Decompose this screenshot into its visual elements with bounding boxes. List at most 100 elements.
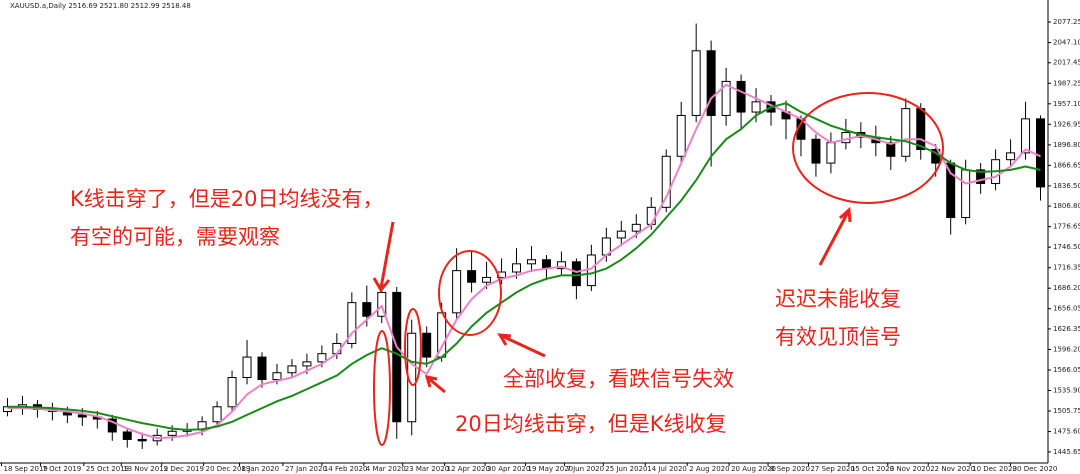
candle-body: [452, 270, 462, 314]
moving-average: [7, 83, 1041, 440]
ellipse: [438, 250, 502, 336]
annotation: 20日均线击穿，但是K线收复: [455, 412, 727, 436]
candle-body: [901, 108, 911, 157]
y-tick-label: 1535.90: [1053, 387, 1080, 395]
candle-body: [77, 414, 87, 418]
candle-body: [631, 223, 641, 232]
candle-body: [2, 406, 12, 413]
x-tick-label: 7 Oct 2019: [42, 465, 81, 473]
x-tick-label: 14 Jul 2020: [647, 465, 687, 473]
y-tick-label: 1566.05: [1053, 366, 1080, 374]
x-tick-label: 8 Jan 2020: [242, 465, 280, 473]
x-tick-label: 8 Sep 2020: [770, 465, 810, 473]
x-tick-label: 12 Apr 2020: [447, 465, 490, 473]
x-tick-label: 15 Oct 2020: [851, 465, 894, 473]
candle-body: [961, 169, 971, 219]
annotation: 有空的可能，需要观察: [70, 225, 280, 249]
arrow: [372, 221, 395, 293]
x-tick-label: 23 Mar 2020: [405, 465, 449, 473]
x-tick-label: 22 Nov 2020: [930, 465, 975, 473]
x-tick-label: 13 Nov 2019: [123, 465, 168, 473]
x-tick-label: 19 May 2020: [527, 465, 573, 473]
y-tick-label: 1776.65: [1053, 223, 1080, 231]
annotation: K线击穿了，但是20日均线没有，: [70, 187, 384, 211]
candle-body: [841, 131, 851, 144]
chart-title: XAUUSD.a,Daily 2516.69 2521.80 2512.99 2…: [10, 2, 191, 10]
candle-body: [467, 270, 477, 283]
x-tick-label: 3 Nov 2020: [890, 465, 930, 473]
x-tick-label: 4 Mar 2020: [366, 465, 406, 473]
x-tick-label: 10 Dec 2020: [972, 465, 1017, 473]
y-tick-label: 1926.95: [1053, 120, 1080, 128]
y-tick-label: 2017.45: [1053, 59, 1080, 67]
y-tick-label: 1896.80: [1053, 141, 1080, 149]
candle-body: [976, 169, 986, 185]
x-tick-label: 2 Aug 2020: [689, 465, 729, 473]
candle-body: [586, 254, 596, 287]
y-tick-label: 1957.10: [1053, 100, 1080, 108]
candle-body: [1021, 118, 1031, 154]
plot: [2, 23, 1046, 449]
x-tick-label: 14 Feb 2020: [324, 465, 368, 473]
candle-body: [242, 356, 252, 379]
x-tick-label: 27 Jan 2020: [285, 465, 327, 473]
candle-body: [916, 108, 926, 150]
ellipse: [404, 308, 422, 386]
candle-body: [392, 291, 402, 423]
candle-body: [886, 142, 896, 157]
candle-body: [811, 138, 821, 164]
candle-body: [1036, 118, 1046, 188]
candle-body: [512, 263, 522, 273]
arrow: [424, 375, 446, 394]
candle-body: [706, 50, 716, 116]
candle-body: [317, 353, 327, 363]
candle-body: [661, 155, 671, 208]
y-tick-label: 1626.35: [1053, 325, 1080, 333]
candle-body: [302, 361, 312, 367]
candle-body: [377, 291, 387, 317]
moving-average: [7, 102, 1041, 431]
x-tick-label: 25 Oct 2019: [86, 465, 129, 473]
y-tick-label: 1445.65: [1053, 448, 1080, 456]
arrow: [818, 206, 852, 266]
y-tick-label: 2077.25: [1053, 18, 1080, 26]
candle-body: [736, 80, 746, 113]
ellipse: [373, 330, 391, 446]
y-tick-label: 1686.20: [1053, 284, 1080, 292]
candle-body: [272, 372, 282, 381]
candle-body: [212, 406, 222, 423]
candle-body: [556, 261, 566, 270]
y-tick-label: 1716.35: [1053, 264, 1080, 272]
candle-body: [107, 418, 117, 433]
candle-body: [571, 261, 581, 287]
annotation: 全部收复，看跌信号失效: [503, 367, 734, 391]
x-tick-label: 30 Dec 2020: [1013, 465, 1058, 473]
y-tick-label: 1656.05: [1053, 305, 1080, 313]
candle-body: [422, 332, 432, 358]
arrows: [372, 206, 852, 394]
x-tick-label: 25 Jun 2020: [605, 465, 647, 473]
x-tick-label: 20 Dec 2019: [206, 465, 251, 473]
x-tick-label: 27 Sep 2020: [810, 465, 854, 473]
candle-body: [721, 80, 731, 116]
y-tick-label: 1866.65: [1053, 161, 1080, 169]
candle-body: [691, 50, 701, 116]
y-tick-label: 1505.75: [1053, 407, 1080, 415]
candle-body: [616, 230, 626, 239]
annotation: 迟迟未能收复: [775, 287, 901, 311]
y-tick-label: 1596.20: [1053, 345, 1080, 353]
candle-body: [751, 101, 761, 113]
x-tick-label: 18 Sep 2019: [3, 465, 47, 473]
candle-body: [287, 365, 297, 374]
y-tick-label: 2047.10: [1053, 39, 1080, 47]
candle-body: [526, 259, 536, 265]
y-tick-label: 1836.50: [1053, 182, 1080, 190]
candle-body: [826, 142, 836, 164]
candle-body: [347, 302, 357, 344]
x-tick-label: 2 Dec 2019: [164, 465, 204, 473]
candle-body: [676, 114, 686, 157]
x-tick-label: 7 Jun 2020: [566, 465, 604, 473]
candle-body: [227, 377, 237, 408]
